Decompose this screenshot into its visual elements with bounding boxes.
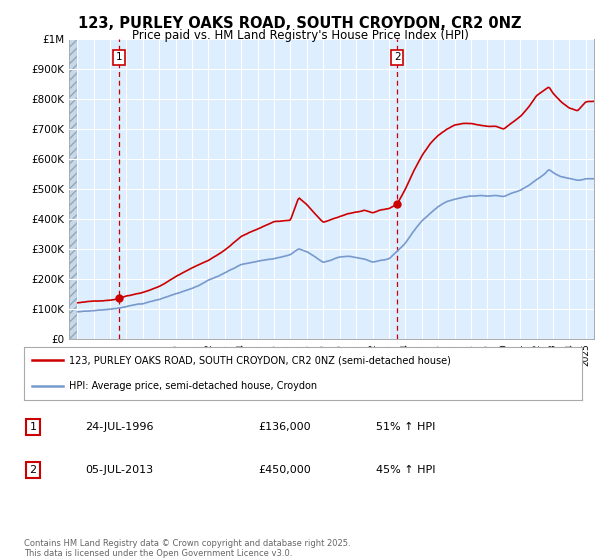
Text: 05-JUL-2013: 05-JUL-2013 [85, 465, 154, 475]
Text: 2: 2 [394, 52, 401, 62]
Text: 123, PURLEY OAKS ROAD, SOUTH CROYDON, CR2 0NZ (semi-detached house): 123, PURLEY OAKS ROAD, SOUTH CROYDON, CR… [68, 356, 451, 366]
Text: 51% ↑ HPI: 51% ↑ HPI [376, 422, 435, 432]
Text: 2: 2 [29, 465, 37, 475]
Text: 45% ↑ HPI: 45% ↑ HPI [376, 465, 435, 475]
Text: Price paid vs. HM Land Registry's House Price Index (HPI): Price paid vs. HM Land Registry's House … [131, 29, 469, 42]
Text: 1: 1 [116, 52, 122, 62]
Text: Contains HM Land Registry data © Crown copyright and database right 2025.
This d: Contains HM Land Registry data © Crown c… [24, 539, 350, 558]
Text: 123, PURLEY OAKS ROAD, SOUTH CROYDON, CR2 0NZ: 123, PURLEY OAKS ROAD, SOUTH CROYDON, CR… [78, 16, 522, 31]
Bar [69, 39, 77, 339]
Text: £136,000: £136,000 [259, 422, 311, 432]
Bar [69, 39, 77, 339]
Text: £450,000: £450,000 [259, 465, 311, 475]
Text: 24-JUL-1996: 24-JUL-1996 [85, 422, 154, 432]
Text: HPI: Average price, semi-detached house, Croydon: HPI: Average price, semi-detached house,… [68, 380, 317, 390]
Text: 1: 1 [29, 422, 37, 432]
